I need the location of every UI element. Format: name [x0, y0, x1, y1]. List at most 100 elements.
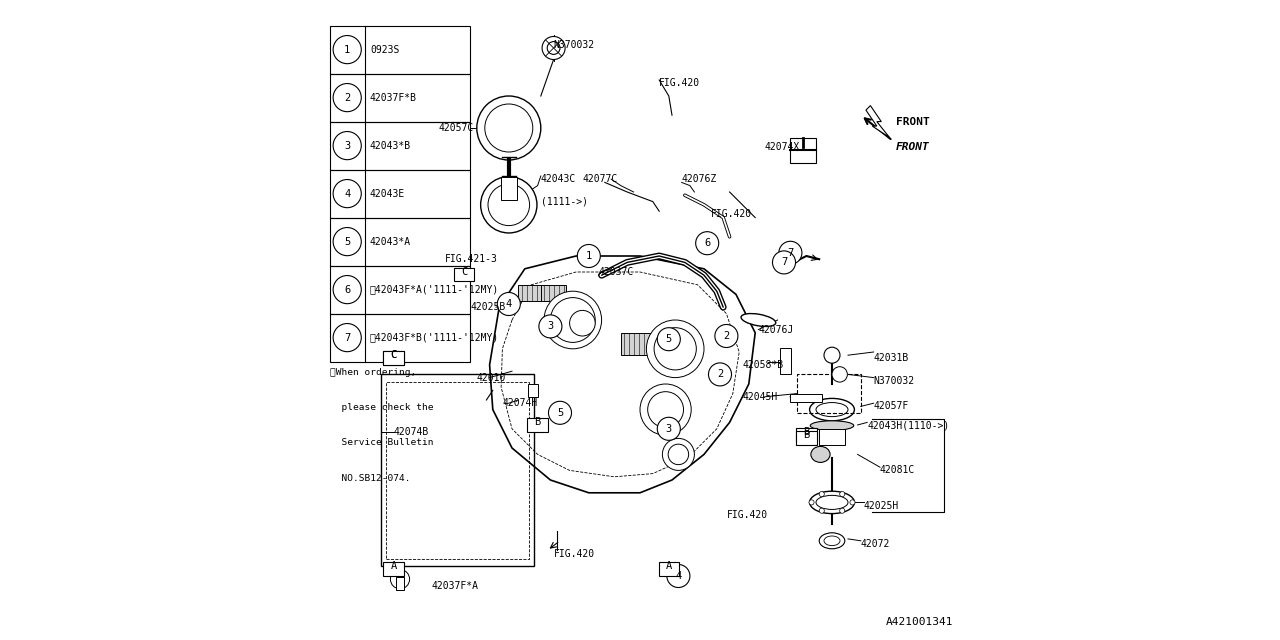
Circle shape — [850, 500, 855, 505]
Text: C: C — [390, 350, 397, 360]
FancyBboxPatch shape — [384, 562, 404, 576]
Circle shape — [696, 232, 719, 255]
Text: 42043*B: 42043*B — [370, 141, 411, 150]
Text: 42076J: 42076J — [759, 324, 794, 335]
Bar — [387, 382, 530, 559]
Ellipse shape — [812, 447, 831, 462]
Text: 42043E: 42043E — [370, 189, 406, 198]
Text: C: C — [461, 267, 467, 277]
Text: 5: 5 — [666, 334, 672, 344]
Text: 42025B: 42025B — [471, 302, 506, 312]
Bar — [518, 285, 548, 301]
Circle shape — [333, 132, 361, 160]
Text: Service Bulletin: Service Bulletin — [330, 438, 433, 447]
Bar — [791, 138, 817, 163]
Text: FIG.420: FIG.420 — [727, 510, 768, 520]
Text: FIG.420: FIG.420 — [710, 209, 751, 220]
Text: (1111->): (1111->) — [540, 196, 588, 207]
Text: B: B — [804, 427, 809, 437]
Circle shape — [539, 315, 562, 338]
Bar — [529, 384, 538, 397]
Text: 42025H: 42025H — [864, 500, 900, 511]
Text: 42072: 42072 — [860, 539, 890, 549]
Text: A: A — [390, 561, 397, 572]
Text: 3: 3 — [344, 141, 351, 150]
Text: A421001341: A421001341 — [886, 617, 954, 627]
Text: N370032: N370032 — [554, 40, 595, 50]
Text: 7: 7 — [787, 248, 794, 258]
Text: 2: 2 — [717, 369, 723, 380]
Circle shape — [832, 367, 847, 382]
Text: B: B — [804, 430, 809, 440]
Circle shape — [640, 384, 691, 435]
Circle shape — [809, 500, 814, 505]
Circle shape — [333, 228, 361, 256]
Text: 42057C: 42057C — [438, 123, 474, 133]
Text: 42031B: 42031B — [874, 353, 909, 364]
Text: 6: 6 — [704, 238, 710, 248]
Text: 42010: 42010 — [477, 372, 506, 383]
Text: 42037F*A: 42037F*A — [433, 580, 479, 591]
Circle shape — [819, 492, 824, 497]
Text: 42045H: 42045H — [742, 392, 778, 402]
Text: 1: 1 — [344, 45, 351, 54]
Bar — [819, 429, 845, 445]
Text: 3: 3 — [666, 424, 672, 434]
Circle shape — [550, 298, 595, 342]
Ellipse shape — [485, 104, 532, 152]
Text: 42037F*B: 42037F*B — [370, 93, 417, 102]
Circle shape — [709, 363, 732, 386]
Ellipse shape — [480, 177, 538, 233]
Text: FIG.421-3: FIG.421-3 — [445, 254, 498, 264]
Text: 5: 5 — [557, 408, 563, 418]
Ellipse shape — [819, 532, 845, 549]
Text: FIG.420: FIG.420 — [659, 78, 700, 88]
Text: FIG.420: FIG.420 — [554, 548, 595, 559]
Circle shape — [778, 241, 801, 264]
Text: A: A — [666, 561, 672, 572]
Text: 7: 7 — [781, 257, 787, 268]
Text: 42074X: 42074X — [765, 142, 800, 152]
Bar — [540, 285, 566, 301]
Circle shape — [840, 492, 845, 497]
Circle shape — [333, 83, 361, 112]
FancyBboxPatch shape — [527, 418, 548, 432]
Bar — [330, 122, 471, 170]
Circle shape — [333, 180, 361, 207]
Text: 42058*B: 42058*B — [742, 360, 783, 370]
Circle shape — [714, 324, 737, 348]
Ellipse shape — [810, 492, 855, 513]
Text: 42081C: 42081C — [881, 465, 915, 476]
Circle shape — [663, 438, 695, 470]
Text: 1: 1 — [586, 251, 591, 261]
Circle shape — [544, 291, 602, 349]
Ellipse shape — [741, 314, 776, 326]
Circle shape — [390, 570, 410, 589]
Text: FRONT: FRONT — [896, 142, 929, 152]
Bar — [653, 333, 691, 355]
Text: ※When ordering,: ※When ordering, — [330, 368, 416, 377]
Text: 3: 3 — [548, 321, 553, 332]
Ellipse shape — [824, 347, 840, 364]
Ellipse shape — [824, 536, 840, 545]
Text: 0923S: 0923S — [370, 45, 399, 54]
Circle shape — [333, 324, 361, 352]
Bar — [330, 218, 471, 266]
Text: 5: 5 — [344, 237, 351, 246]
FancyBboxPatch shape — [384, 351, 404, 365]
Circle shape — [543, 36, 566, 60]
Circle shape — [819, 508, 824, 513]
Text: 42074H: 42074H — [502, 398, 538, 408]
Text: 4: 4 — [344, 189, 351, 198]
Ellipse shape — [810, 398, 855, 421]
Circle shape — [658, 328, 681, 351]
Bar — [330, 314, 471, 362]
FancyBboxPatch shape — [796, 431, 817, 445]
Text: C: C — [390, 350, 397, 360]
Text: 2: 2 — [344, 93, 351, 102]
Circle shape — [840, 508, 845, 513]
FancyBboxPatch shape — [384, 351, 404, 365]
Text: 42043C: 42043C — [540, 174, 576, 184]
Circle shape — [654, 328, 696, 370]
FancyBboxPatch shape — [658, 562, 678, 576]
